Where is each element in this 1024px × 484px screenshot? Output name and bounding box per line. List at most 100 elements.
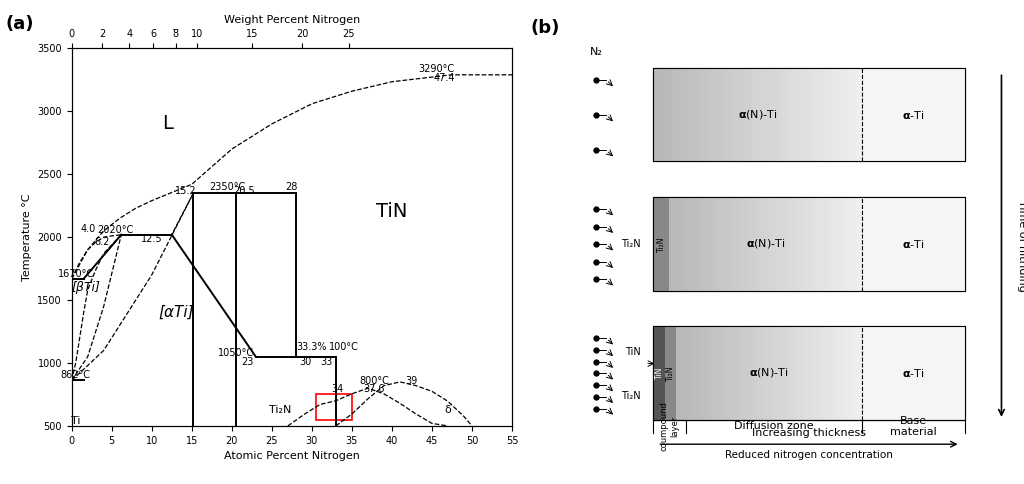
Bar bbox=[698, 326, 701, 420]
Text: (b): (b) bbox=[530, 19, 560, 37]
Bar bbox=[736, 197, 740, 290]
Bar bbox=[676, 326, 680, 420]
Bar bbox=[804, 197, 808, 290]
Bar bbox=[808, 197, 811, 290]
Bar bbox=[733, 197, 737, 290]
Text: [αTi]: [αTi] bbox=[158, 305, 194, 320]
Text: 862°C: 862°C bbox=[60, 370, 91, 380]
Bar bbox=[730, 197, 734, 290]
Bar bbox=[758, 68, 762, 162]
Text: Ti₂N: Ti₂N bbox=[622, 239, 641, 249]
Bar bbox=[823, 197, 827, 290]
Text: 33: 33 bbox=[321, 357, 333, 367]
Bar bbox=[681, 68, 685, 162]
Text: 2020°C: 2020°C bbox=[97, 225, 134, 235]
Bar bbox=[769, 197, 772, 290]
Bar bbox=[689, 326, 692, 420]
Bar bbox=[723, 68, 727, 162]
Text: 33.3%: 33.3% bbox=[297, 342, 327, 352]
Y-axis label: Temperature °C: Temperature °C bbox=[22, 194, 32, 281]
Bar bbox=[702, 68, 706, 162]
Bar bbox=[782, 68, 786, 162]
Bar bbox=[775, 68, 779, 162]
Bar bbox=[859, 68, 862, 162]
Bar bbox=[835, 68, 839, 162]
Text: $\bf{\alpha}$(N)-Ti: $\bf{\alpha}$(N)-Ti bbox=[750, 366, 788, 379]
Bar bbox=[796, 68, 800, 162]
Text: N₂: N₂ bbox=[590, 47, 602, 57]
Text: coumpound
layer: coumpound layer bbox=[660, 401, 679, 452]
Bar bbox=[679, 197, 682, 290]
Bar bbox=[855, 68, 859, 162]
Bar bbox=[803, 326, 807, 420]
Bar bbox=[720, 326, 723, 420]
Bar bbox=[856, 197, 859, 290]
Bar bbox=[692, 326, 695, 420]
Bar bbox=[759, 197, 763, 290]
Bar bbox=[653, 68, 965, 162]
Bar bbox=[791, 326, 795, 420]
Bar bbox=[800, 326, 804, 420]
Bar bbox=[838, 68, 842, 162]
Bar bbox=[826, 197, 830, 290]
Text: 800°C: 800°C bbox=[359, 376, 389, 386]
Bar bbox=[669, 197, 673, 290]
Bar bbox=[664, 68, 668, 162]
Text: 47.4: 47.4 bbox=[433, 73, 455, 83]
Bar bbox=[698, 197, 701, 290]
Bar bbox=[708, 197, 712, 290]
Bar bbox=[708, 326, 711, 420]
Bar bbox=[838, 326, 841, 420]
Bar bbox=[819, 326, 822, 420]
Bar bbox=[797, 326, 801, 420]
Text: $\bf{\alpha}$-Ti: $\bf{\alpha}$-Ti bbox=[902, 367, 925, 379]
Text: TiN: TiN bbox=[376, 202, 408, 222]
Text: TiN: TiN bbox=[654, 367, 664, 379]
Bar bbox=[778, 326, 782, 420]
Bar bbox=[845, 68, 849, 162]
Bar bbox=[717, 197, 721, 290]
Bar bbox=[760, 326, 764, 420]
Bar bbox=[820, 68, 824, 162]
Bar bbox=[729, 326, 732, 420]
Bar bbox=[761, 68, 765, 162]
Bar bbox=[744, 326, 748, 420]
Bar bbox=[682, 197, 685, 290]
Bar bbox=[691, 68, 695, 162]
Bar bbox=[843, 197, 847, 290]
Bar bbox=[766, 326, 770, 420]
Bar bbox=[846, 197, 850, 290]
Bar bbox=[721, 197, 724, 290]
Bar bbox=[763, 326, 767, 420]
Bar bbox=[711, 326, 714, 420]
Bar bbox=[788, 197, 792, 290]
Bar bbox=[685, 197, 688, 290]
Bar bbox=[766, 197, 769, 290]
Bar bbox=[803, 68, 807, 162]
Bar bbox=[790, 68, 793, 162]
Bar bbox=[772, 326, 776, 420]
Bar bbox=[709, 68, 713, 162]
Bar bbox=[768, 68, 772, 162]
Bar bbox=[850, 326, 853, 420]
Bar bbox=[841, 326, 844, 420]
Bar bbox=[705, 326, 708, 420]
Bar bbox=[859, 326, 862, 420]
Bar bbox=[743, 68, 748, 162]
Bar bbox=[688, 197, 692, 290]
Bar bbox=[862, 326, 965, 420]
Bar bbox=[775, 197, 779, 290]
Bar bbox=[822, 326, 825, 420]
Text: $\bf{\alpha}$-Ti: $\bf{\alpha}$-Ti bbox=[902, 109, 925, 121]
Text: Ti₂N: Ti₂N bbox=[666, 365, 675, 381]
Bar bbox=[772, 68, 775, 162]
Bar bbox=[751, 326, 754, 420]
Bar bbox=[840, 197, 844, 290]
Bar bbox=[862, 197, 965, 290]
Text: 3290°C: 3290°C bbox=[418, 63, 454, 74]
Text: $\bf{\alpha}$(N)-Ti: $\bf{\alpha}$(N)-Ti bbox=[738, 108, 777, 121]
Text: 6.2: 6.2 bbox=[94, 237, 110, 247]
Bar bbox=[739, 197, 743, 290]
Bar bbox=[675, 197, 679, 290]
Bar bbox=[705, 197, 708, 290]
